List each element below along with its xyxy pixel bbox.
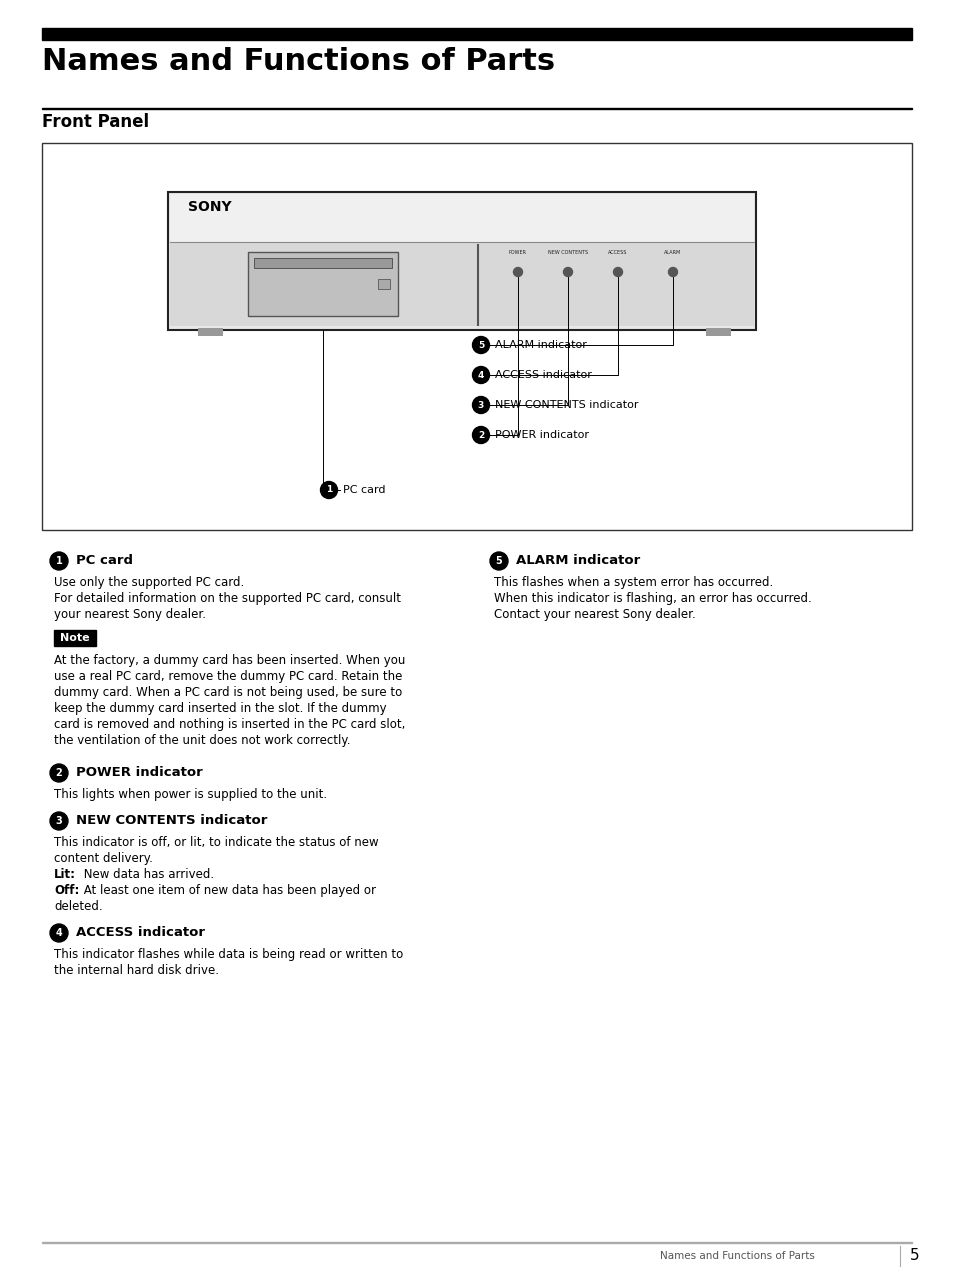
Text: POWER indicator: POWER indicator xyxy=(76,767,203,780)
Circle shape xyxy=(668,267,677,276)
Text: NEW CONTENTS: NEW CONTENTS xyxy=(547,251,587,254)
Text: 3: 3 xyxy=(477,401,483,410)
Circle shape xyxy=(472,397,489,413)
Circle shape xyxy=(613,267,622,276)
Circle shape xyxy=(472,337,489,354)
Text: Lit:: Lit: xyxy=(54,868,76,881)
Text: 5: 5 xyxy=(496,556,502,566)
Text: This flashes when a system error has occurred.: This flashes when a system error has occ… xyxy=(494,576,773,589)
Text: For detailed information on the supported PC card, consult: For detailed information on the supporte… xyxy=(54,591,400,605)
Text: PC card: PC card xyxy=(76,555,132,567)
Text: Names and Functions of Parts: Names and Functions of Parts xyxy=(42,47,555,76)
Text: the ventilation of the unit does not work correctly.: the ventilation of the unit does not wor… xyxy=(54,734,350,747)
Text: POWER: POWER xyxy=(509,251,526,254)
Circle shape xyxy=(320,482,337,499)
Text: Use only the supported PC card.: Use only the supported PC card. xyxy=(54,576,244,589)
Text: use a real PC card, remove the dummy PC card. Retain the: use a real PC card, remove the dummy PC … xyxy=(54,670,402,683)
Text: 1: 1 xyxy=(55,556,62,566)
Bar xyxy=(170,242,753,326)
Circle shape xyxy=(472,426,489,444)
Text: NEW CONTENTS indicator: NEW CONTENTS indicator xyxy=(76,814,267,828)
Circle shape xyxy=(513,267,522,276)
Text: SONY: SONY xyxy=(188,200,232,214)
Bar xyxy=(168,192,755,329)
Circle shape xyxy=(50,923,68,943)
Text: dummy card. When a PC card is not being used, be sure to: dummy card. When a PC card is not being … xyxy=(54,686,402,700)
Text: NEW CONTENTS indicator: NEW CONTENTS indicator xyxy=(495,399,638,410)
Text: 2: 2 xyxy=(477,430,483,440)
Text: your nearest Sony dealer.: your nearest Sony dealer. xyxy=(54,608,206,621)
Text: 3: 3 xyxy=(55,817,62,826)
Text: At the factory, a dummy card has been inserted. When you: At the factory, a dummy card has been in… xyxy=(54,654,405,667)
Text: 1: 1 xyxy=(326,486,332,495)
Text: 4: 4 xyxy=(477,370,484,379)
Circle shape xyxy=(50,552,68,570)
Text: the internal hard disk drive.: the internal hard disk drive. xyxy=(54,964,219,977)
Text: ALARM: ALARM xyxy=(663,251,680,254)
Text: ACCESS indicator: ACCESS indicator xyxy=(76,926,205,940)
Circle shape xyxy=(563,267,572,276)
Bar xyxy=(42,28,911,39)
Circle shape xyxy=(490,552,507,570)
Text: ALARM indicator: ALARM indicator xyxy=(516,555,639,567)
Bar xyxy=(248,252,397,315)
Text: New data has arrived.: New data has arrived. xyxy=(80,868,213,881)
Text: ACCESS: ACCESS xyxy=(608,251,627,254)
Text: Off:: Off: xyxy=(54,884,79,897)
Text: Names and Functions of Parts: Names and Functions of Parts xyxy=(659,1250,814,1261)
Text: content delivery.: content delivery. xyxy=(54,852,152,865)
Bar xyxy=(377,279,390,289)
Text: 5: 5 xyxy=(477,341,483,350)
Circle shape xyxy=(50,812,68,831)
Bar xyxy=(42,142,911,530)
Text: This lights when power is supplied to the unit.: This lights when power is supplied to th… xyxy=(54,787,327,801)
Text: Front Panel: Front Panel xyxy=(42,113,149,131)
Text: 5: 5 xyxy=(909,1249,919,1263)
Bar xyxy=(253,258,392,268)
Text: card is removed and nothing is inserted in the PC card slot,: card is removed and nothing is inserted … xyxy=(54,717,405,731)
Text: At least one item of new data has been played or: At least one item of new data has been p… xyxy=(80,884,375,897)
Circle shape xyxy=(50,764,68,782)
Text: Note: Note xyxy=(60,633,90,644)
Text: ACCESS indicator: ACCESS indicator xyxy=(495,370,591,380)
Text: keep the dummy card inserted in the slot. If the dummy: keep the dummy card inserted in the slot… xyxy=(54,702,386,715)
Bar xyxy=(705,328,730,336)
Bar xyxy=(198,328,223,336)
Text: deleted.: deleted. xyxy=(54,901,103,913)
Circle shape xyxy=(472,366,489,383)
Text: Contact your nearest Sony dealer.: Contact your nearest Sony dealer. xyxy=(494,608,695,621)
Text: When this indicator is flashing, an error has occurred.: When this indicator is flashing, an erro… xyxy=(494,591,811,605)
Text: 4: 4 xyxy=(55,929,62,937)
Text: 2: 2 xyxy=(55,768,62,778)
Text: This indicator is off, or lit, to indicate the status of new: This indicator is off, or lit, to indica… xyxy=(54,836,378,848)
Text: This indicator flashes while data is being read or written to: This indicator flashes while data is bei… xyxy=(54,948,403,962)
Text: ALARM indicator: ALARM indicator xyxy=(495,340,586,350)
Text: PC card: PC card xyxy=(343,485,385,495)
Bar xyxy=(54,630,96,646)
Bar xyxy=(170,195,753,242)
Text: POWER indicator: POWER indicator xyxy=(495,430,588,440)
